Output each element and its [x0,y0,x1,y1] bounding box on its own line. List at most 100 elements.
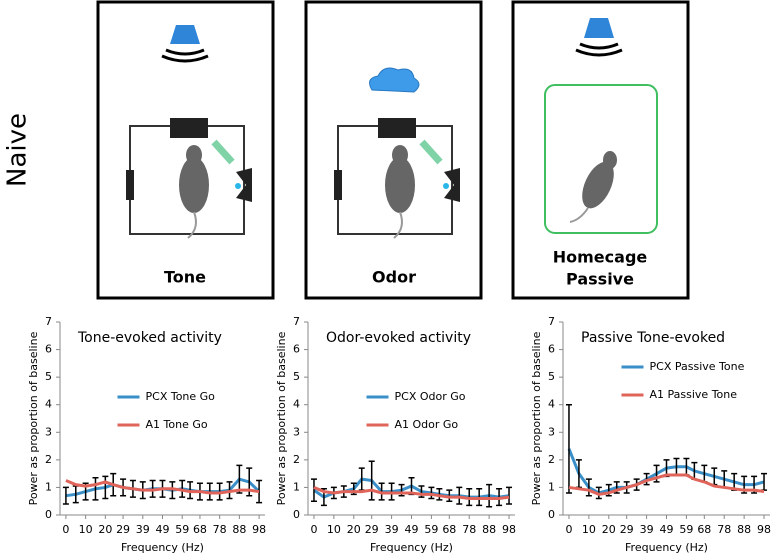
error-bar [506,486,513,505]
y-tick-label: 5 [548,370,555,383]
y-tick-label: 6 [45,343,52,356]
series-line [568,473,765,496]
error-bar [486,483,493,508]
x-tick-label: 59 [679,523,693,536]
sound-waves [161,48,209,63]
side-label: Naive [3,113,33,187]
y-tick-label: 1 [293,480,300,493]
error-bar [575,459,582,489]
panel-label: Odor [372,268,416,287]
sound-waves [575,42,623,57]
x-tick-label: 98 [502,523,516,536]
error-bar [565,403,572,494]
legend-label: A1 Tone Go [146,418,208,431]
x-tick-label: 78 [213,523,227,536]
speaker-icon [170,25,200,44]
y-tick-label: 1 [548,480,555,493]
panel-odor: Odor [304,0,483,300]
y-axis-label: Power as proportion of baseline [27,331,40,505]
cloud-icon [369,67,420,93]
x-tick-label: 88 [232,523,246,536]
y-tick-label: 5 [293,370,300,383]
port [334,170,342,200]
panel-label: Passive [566,270,634,289]
y-tick-label: 4 [45,398,52,411]
legend-label: PCX Odor Go [395,390,466,403]
legend-label: A1 Passive Tone [650,388,738,401]
x-tick-label: 0 [565,523,572,536]
y-tick-label: 6 [548,343,555,356]
x-tick-label: 98 [252,523,266,536]
x-tick-label: 10 [582,523,596,536]
x-tick-label: 78 [462,523,476,536]
chart-title: Passive Tone-evoked [581,330,725,346]
y-axis-label: Power as proportion of baseline [530,331,543,505]
panel-label: Tone [164,268,206,287]
mouse [582,161,614,209]
x-tick-label: 49 [660,523,674,536]
panel-frame [96,0,275,300]
y-tick-label: 7 [293,315,300,328]
port [126,170,134,200]
error-bar [368,460,375,501]
x-tick-label: 68 [193,523,207,536]
port [378,118,416,138]
mouse-head [392,145,408,165]
port [236,168,252,202]
mouse-tail [187,211,197,239]
x-tick-label: 39 [640,523,654,536]
mouse [385,157,415,213]
mouse-tail [569,207,589,223]
panel-tone: Tone [96,0,275,300]
y-tick-label: 3 [548,425,555,438]
y-tick-label: 3 [45,425,52,438]
panel-label: Homecage [553,248,648,267]
port [170,118,208,138]
y-tick-label: 4 [548,398,555,411]
x-tick-label: 39 [385,523,399,536]
x-tick-label: 88 [482,523,496,536]
arrow [419,139,443,165]
y-tick-label: 4 [293,398,300,411]
speaker-icon [584,18,614,38]
error-bar [310,478,317,502]
x-tick-label: 29 [365,523,379,536]
x-axis-label: Frequency (Hz) [370,541,453,554]
error-bar [256,479,263,504]
y-tick-label: 7 [45,315,52,328]
y-tick-label: 1 [45,480,52,493]
panel-frame [511,0,690,300]
y-tick-label: 6 [293,343,300,356]
x-tick-label: 68 [442,523,456,536]
x-tick-label: 10 [327,523,341,536]
chart-title: Odor-evoked activity [326,330,471,346]
x-tick-label: 20 [98,523,112,536]
x-axis-label: Frequency (Hz) [121,541,204,554]
legend-label: PCX Passive Tone [650,360,745,373]
x-tick-label: 59 [424,523,438,536]
series-line [313,486,510,500]
y-tick-label: 3 [293,425,300,438]
mouse [179,157,209,213]
error-bar [92,477,99,501]
chart-title: Tone-evoked activity [77,330,222,346]
x-tick-label: 68 [697,523,711,536]
y-tick-label: 7 [548,315,555,328]
series-line [65,479,260,495]
x-axis-label: Frequency (Hz) [625,541,708,554]
error-bar [62,486,69,505]
y-tick-label: 0 [548,508,555,521]
x-tick-label: 20 [602,523,616,536]
y-tick-label: 0 [45,508,52,521]
y-tick-label: 0 [293,508,300,521]
error-bar [236,464,243,494]
x-tick-label: 39 [136,523,150,536]
legend-label: PCX Tone Go [146,390,216,403]
port [444,168,460,202]
mouse-tail [393,211,403,239]
mouse-head [186,145,202,165]
x-tick-label: 78 [717,523,731,536]
error-bar [585,478,592,497]
panel-frame [304,0,483,300]
